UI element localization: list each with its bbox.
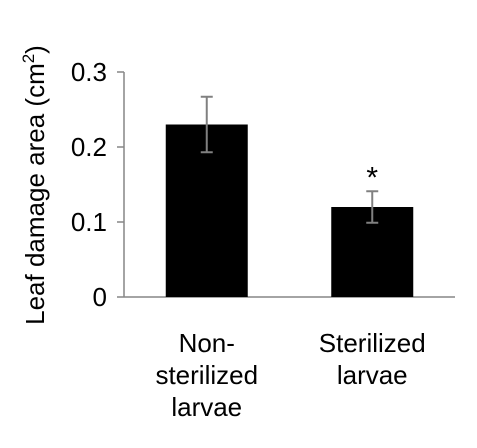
x-category-label-line: sterilized xyxy=(155,360,258,390)
error-bars xyxy=(200,95,379,224)
y-axis-label-main: Leaf damage area (cm xyxy=(20,63,50,325)
y-tick-label: 0.2 xyxy=(71,132,107,162)
y-axis-label-close: ) xyxy=(20,45,50,54)
y-tick-label: 0.3 xyxy=(71,57,107,87)
x-category-label-line: larvae xyxy=(171,392,242,422)
bars xyxy=(165,124,414,297)
y-tick-label: 0.1 xyxy=(71,207,107,237)
y-tick-label: 0 xyxy=(93,282,107,312)
x-category-label: Sterilized larvae xyxy=(319,328,426,390)
y-axis-label-superscript: 2 xyxy=(19,54,38,63)
x-category-label-line: Non- xyxy=(179,328,235,358)
significance-marker: * xyxy=(366,161,378,194)
x-category-label: Non-sterilized larvae xyxy=(155,328,258,422)
x-category-label-line: larvae xyxy=(337,360,408,390)
y-axis-label: Leaf damage area (cm2) xyxy=(19,45,50,325)
labels: Non-sterilized larvae*Sterilized larvae xyxy=(155,161,425,422)
x-category-label-line: Sterilized xyxy=(319,328,426,358)
